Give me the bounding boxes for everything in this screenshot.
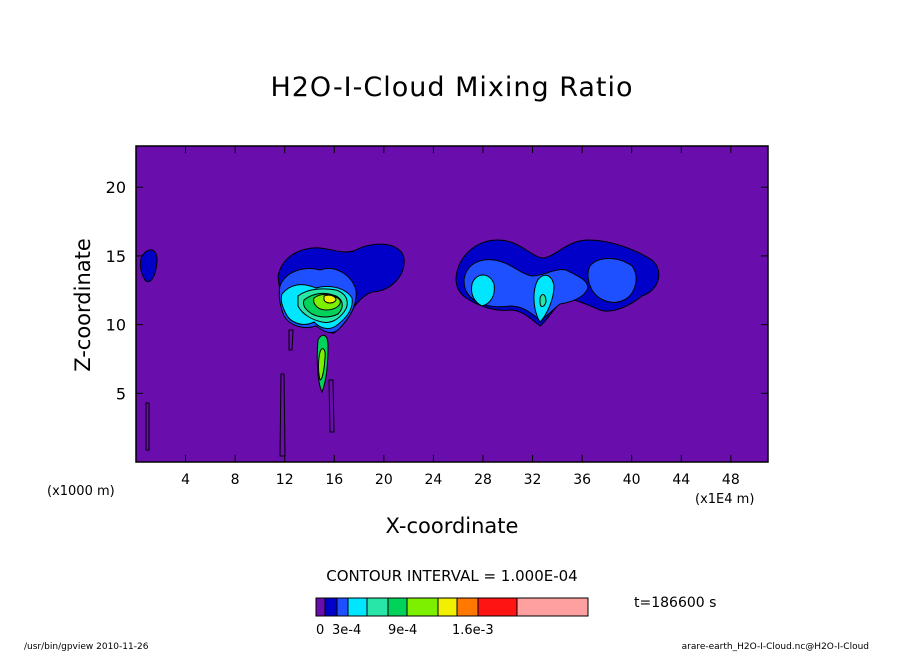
background-field — [136, 146, 768, 462]
colorbar — [315, 597, 589, 617]
cloud-center-yellow — [323, 294, 337, 304]
plot-area — [135, 145, 769, 463]
colorbar-swatch — [516, 597, 589, 617]
left-streak — [145, 402, 150, 451]
colorbar-swatch — [366, 597, 389, 617]
x-tick-label: 16 — [325, 472, 343, 488]
colorbar-swatch — [477, 597, 518, 617]
cloud-center-column-core — [318, 348, 326, 381]
x-unit-left: (x1000 m) — [47, 484, 115, 499]
cloud-right-teal — [539, 294, 547, 307]
x-unit-right: (x1E4 m) — [695, 492, 755, 507]
colorbar-swatch — [315, 597, 326, 617]
x-tick-label: 44 — [672, 472, 690, 488]
contour-interval-label: CONTOUR INTERVAL = 1.000E-04 — [326, 567, 578, 585]
x-tick-label: 28 — [474, 472, 492, 488]
cloud-right-mid — [463, 259, 589, 321]
x-tick-label: 36 — [573, 472, 591, 488]
x-tick-label: 4 — [181, 472, 190, 488]
colorbar-swatch — [437, 597, 458, 617]
colorbar-swatch — [456, 597, 479, 617]
y-tick-label: 5 — [116, 384, 126, 403]
colorbar-label: 1.6e-3 — [452, 623, 494, 638]
streak-16 — [328, 379, 335, 433]
chart-title: H2O-I-Cloud Mixing Ratio — [270, 72, 634, 103]
x-tick-label: 20 — [375, 472, 393, 488]
streak-12 — [279, 373, 286, 457]
colorbar-swatch — [387, 597, 408, 617]
time-label: t=186600 s — [634, 595, 717, 611]
colorbar-swatch — [324, 597, 338, 617]
footer-left: /usr/bin/gpview 2010-11-26 — [24, 642, 149, 652]
y-tick-label: 20 — [106, 178, 126, 197]
colorbar-label: 9e-4 — [388, 623, 418, 638]
y-tick-label: 10 — [106, 316, 126, 335]
streak-13 — [288, 329, 294, 351]
x-tick-label: 12 — [276, 472, 294, 488]
colorbar-label: 0 — [316, 623, 325, 638]
x-tick-label: 32 — [524, 472, 542, 488]
cloud-right-lobe — [587, 258, 637, 303]
x-tick-label: 24 — [424, 472, 442, 488]
colorbar-label: 3e-4 — [332, 623, 362, 638]
x-tick-label: 40 — [623, 472, 641, 488]
left-blob — [139, 249, 158, 283]
footer-right: arare-earth_H2O-I-Cloud.nc@H2O-I-Cloud — [681, 642, 869, 652]
x-axis-label: X-coordinate — [385, 514, 519, 538]
colorbar-swatch — [336, 597, 349, 617]
y-axis-label: Z-coordinate — [71, 238, 95, 372]
x-tick-label: 8 — [231, 472, 240, 488]
cloud-right-cyan-a — [471, 274, 495, 307]
x-tick-label: 48 — [722, 472, 740, 488]
colorbar-swatch — [347, 597, 368, 617]
y-tick-label: 15 — [106, 247, 126, 266]
plot-frame — [135, 145, 769, 463]
colorbar-swatch — [406, 597, 439, 617]
